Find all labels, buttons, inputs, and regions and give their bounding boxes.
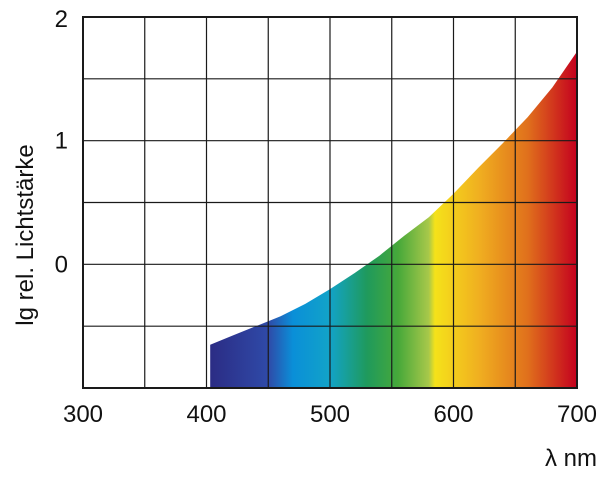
x-axis-label: λ nm xyxy=(545,445,597,472)
x-tick-label: 500 xyxy=(310,401,350,428)
y-axis-label: lg rel. Lichtstärke xyxy=(12,144,39,325)
y-tick-labels: 0 1 2 xyxy=(55,6,68,278)
y-tick-label: 0 xyxy=(55,251,68,278)
x-tick-label: 300 xyxy=(63,401,103,428)
grid xyxy=(83,17,577,388)
y-tick-label: 1 xyxy=(55,128,68,155)
x-tick-labels: 300 400 500 600 700 xyxy=(63,401,597,428)
y-tick-label: 2 xyxy=(55,6,68,33)
x-tick-label: 400 xyxy=(186,401,226,428)
plot-frame xyxy=(82,16,578,389)
x-tick-label: 700 xyxy=(557,401,597,428)
spectrum-area xyxy=(210,51,577,388)
x-tick-label: 600 xyxy=(433,401,473,428)
